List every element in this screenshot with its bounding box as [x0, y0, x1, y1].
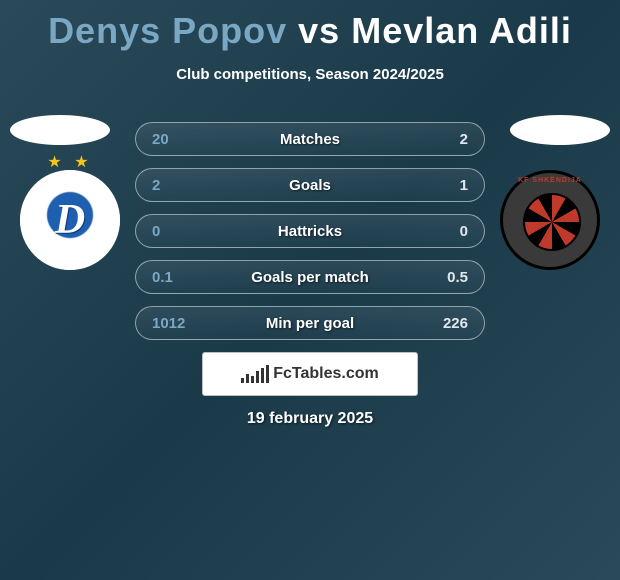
stat-label: Goals per match: [212, 269, 408, 286]
stat-left-value: 0: [152, 223, 212, 240]
stat-row: 0 Hattricks 0: [135, 214, 485, 248]
stat-left-value: 20: [152, 131, 212, 148]
stats-container: 20 Matches 2 2 Goals 1 0 Hattricks 0 0.1…: [135, 122, 485, 352]
crest-letter: D: [20, 196, 120, 244]
stat-row: 2 Goals 1: [135, 168, 485, 202]
club-crest-left: ★ ★ D: [20, 170, 120, 270]
comparison-title: Denys Popov vs Mevlan Adili: [0, 0, 620, 52]
vs-text: vs: [298, 10, 340, 51]
stat-left-value: 0.1: [152, 269, 212, 286]
date-text: 19 february 2025: [0, 410, 620, 428]
stat-label: Min per goal: [212, 315, 408, 332]
branding-bars-icon: [241, 365, 269, 383]
stat-row: 20 Matches 2: [135, 122, 485, 156]
stat-left-value: 2: [152, 177, 212, 194]
crest-stars-icon: ★ ★: [20, 152, 120, 172]
stat-row: 1012 Min per goal 226: [135, 306, 485, 340]
stat-left-value: 1012: [152, 315, 212, 332]
subtitle: Club competitions, Season 2024/2025: [0, 66, 620, 83]
club-crest-right: KF SHKËNDIJA: [500, 170, 600, 270]
player2-avatar-placeholder: [510, 115, 610, 145]
branding-text: FcTables.com: [273, 365, 379, 383]
stat-label: Goals: [212, 177, 408, 194]
stat-label: Matches: [212, 131, 408, 148]
crest-right-text: KF SHKËNDIJA: [503, 177, 597, 184]
stat-label: Hattricks: [212, 223, 408, 240]
player2-name: Mevlan Adili: [351, 10, 572, 51]
stat-right-value: 226: [408, 315, 468, 332]
stat-right-value: 1: [408, 177, 468, 194]
player1-avatar-placeholder: [10, 115, 110, 145]
branding-badge: FcTables.com: [202, 352, 418, 396]
stat-right-value: 0.5: [408, 269, 468, 286]
stat-row: 0.1 Goals per match 0.5: [135, 260, 485, 294]
stat-right-value: 0: [408, 223, 468, 240]
player1-name: Denys Popov: [48, 10, 287, 51]
stat-right-value: 2: [408, 131, 468, 148]
